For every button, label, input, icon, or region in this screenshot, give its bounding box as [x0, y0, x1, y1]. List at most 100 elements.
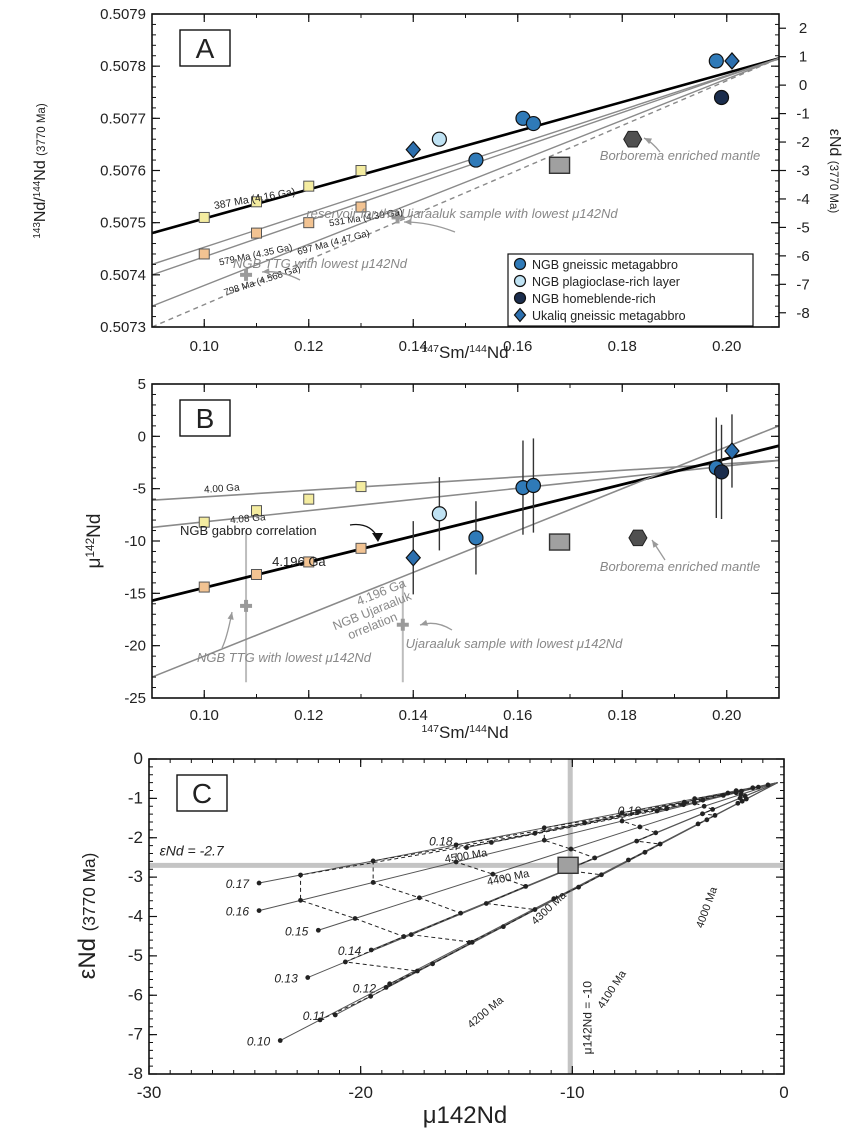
- model-dot: [488, 839, 494, 845]
- data-point-diamond: [405, 140, 422, 159]
- fractionation-line: [318, 782, 778, 931]
- model-dot: [298, 897, 303, 903]
- model-dot: [735, 800, 741, 806]
- panel-b-plot: [152, 414, 779, 683]
- y-tick-label: 0: [138, 428, 146, 445]
- x-tick-label: 0.14: [399, 707, 428, 724]
- model-dot: [733, 790, 739, 796]
- fraction-label: 0.13: [274, 972, 298, 986]
- model-dot: [317, 1017, 323, 1023]
- model-point-square: [251, 196, 262, 208]
- x-axis-label: 147Sm/144Nd: [421, 723, 508, 742]
- annotation-arrowhead: [644, 138, 652, 145]
- x-tick-label: 0.16: [503, 338, 532, 355]
- data-point-square: [548, 156, 571, 174]
- data-point-circle: [513, 257, 527, 271]
- model-dot: [523, 883, 529, 889]
- isochron-line: [152, 57, 779, 327]
- model-dot: [755, 784, 761, 790]
- data-point-cross: [396, 618, 409, 631]
- y-tick-label: -8: [128, 1064, 143, 1083]
- y-tick-label: -4: [128, 907, 143, 926]
- y-tick-label: -5: [133, 481, 146, 498]
- model-dot: [710, 807, 716, 812]
- x-tick-label: 0.10: [190, 338, 219, 355]
- x-tick-label: -30: [137, 1083, 162, 1102]
- model-dot: [277, 1038, 283, 1043]
- model-point-square: [303, 493, 315, 505]
- model-dot: [700, 797, 706, 803]
- x-tick-label: 0.12: [294, 338, 323, 355]
- y-tick-label: -25: [124, 690, 146, 707]
- data-point-circle: [708, 53, 724, 69]
- fraction-label: 0.16: [226, 905, 250, 919]
- model-dot: [342, 959, 348, 965]
- y2-tick-label: -6: [796, 248, 809, 265]
- y-axis-label: 143Nd/144Nd (3770 Ma): [32, 103, 50, 239]
- y2-tick-label: -8: [796, 305, 809, 322]
- age-isochron: [372, 804, 684, 985]
- model-dot: [551, 896, 557, 902]
- model-dot: [619, 810, 625, 816]
- model-dot: [370, 858, 376, 864]
- fractionation-line: [280, 782, 778, 1041]
- model-dot: [599, 872, 604, 878]
- annotation-arrowhead: [420, 619, 428, 626]
- data-point-circle: [431, 131, 447, 147]
- data-point-circle: [431, 506, 447, 522]
- age-label: 4200 Ma: [465, 994, 506, 1031]
- model-dot: [576, 884, 581, 890]
- model-dot: [368, 947, 374, 953]
- model-point-square: [355, 165, 367, 176]
- data-point-circle: [525, 115, 542, 132]
- model-point-square: [251, 227, 262, 239]
- model-dot: [466, 940, 472, 945]
- fraction-label: 0.15: [285, 924, 309, 938]
- y-tick-label: 0.5079: [100, 6, 146, 23]
- age-isochron: [543, 794, 724, 900]
- data-point-cross: [391, 211, 404, 224]
- annotation: NGB TTG with lowest μ142Nd: [197, 650, 372, 665]
- annotation-arrow: [403, 221, 456, 233]
- y-tick-label: -2: [128, 828, 143, 847]
- model-point-square: [355, 542, 367, 554]
- age-label: 4000 Ma: [694, 885, 720, 930]
- isochron-line: [152, 57, 779, 276]
- model-dot: [408, 932, 414, 938]
- model-dot: [414, 968, 420, 974]
- panel-label: A: [196, 33, 215, 64]
- panel-c: -30 -20 -10 0 0 -1 -2 -3 -4 -5 -6 -7 -8 C 0.19 0.18 0.17…: [74, 749, 789, 1129]
- model-point-square: [198, 248, 210, 260]
- model-point-square: [355, 481, 367, 493]
- fraction-label: 0.14: [338, 944, 362, 958]
- age-isochron: [300, 808, 667, 1021]
- age-label: 4100 Ma: [595, 968, 629, 1011]
- annotation-arrow: [349, 523, 379, 539]
- fraction-label: 0.12: [353, 981, 377, 995]
- x-tick-label: 0.14: [399, 338, 428, 355]
- fraction-label: 0.19: [618, 804, 642, 818]
- x-tick-label: 0.10: [190, 707, 219, 724]
- model-dot: [642, 849, 648, 855]
- y2-tick-label: 2: [799, 20, 807, 37]
- isochron-line: [152, 57, 779, 307]
- model-dot: [541, 825, 547, 831]
- y2-tick-label: -7: [796, 276, 809, 293]
- y-tick-label: 0: [134, 749, 143, 768]
- model-dot: [401, 934, 407, 939]
- data-point-circle: [525, 477, 542, 494]
- model-dot: [664, 806, 670, 812]
- fractionation-line: [258, 782, 778, 884]
- x-tick-label: -20: [348, 1083, 373, 1102]
- model-dot: [592, 855, 598, 861]
- isochron-label: 387 Ma (4.16 Ga): [213, 186, 296, 212]
- data-point-square: [557, 856, 579, 875]
- y-tick-label: 0.5075: [100, 215, 146, 232]
- correlation-line: [152, 425, 779, 678]
- y2-tick-label: -3: [796, 163, 809, 180]
- y-axis-label: εNd (3770 Ma): [74, 853, 101, 980]
- model-dot: [619, 818, 625, 824]
- model-point-square: [303, 217, 315, 229]
- model-dot: [352, 916, 358, 921]
